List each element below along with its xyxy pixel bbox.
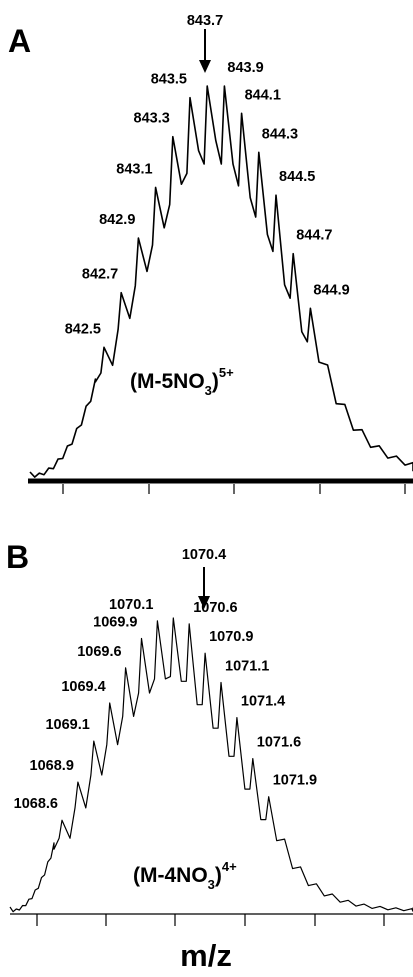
panel-b-marked-peak-label: 1070.4 <box>182 547 226 563</box>
panel-a: A 842.5 842.7 842.9 843.1 843.3 843.5 843.9 844… <box>8 13 413 494</box>
panel-b-peak-label: 1071.1 <box>225 659 269 675</box>
panel-a-spectrum-trace <box>29 85 413 478</box>
panel-b-axis-ticks <box>36 914 385 926</box>
panel-a-peak-label: 842.9 <box>99 212 135 228</box>
panel-a-peak-label: 843.1 <box>116 161 152 177</box>
panel-a-peak-label: 842.7 <box>82 267 118 283</box>
panel-b-peak-labels: 1068.6 1068.9 1069.1 1069.4 1069.6 1069.9 1070… <box>14 597 317 812</box>
panel-a-peak-label: 842.5 <box>65 321 101 337</box>
panel-a-peak-label: 843.3 <box>134 111 170 127</box>
panel-b-peak-label: 1068.6 <box>14 796 58 812</box>
panel-b-peak-label: 1070.1 <box>109 597 153 613</box>
panel-b-peak-label: 1071.9 <box>273 773 317 789</box>
panel-b: B 1068.61068.91069.11069.41069.61069.910… <box>6 539 413 973</box>
panel-b-peak-label: 1068.9 <box>30 758 74 774</box>
panel-a-peak-label: 844.5 <box>279 169 315 185</box>
panel-b-peak-label: 1070.6 <box>193 600 237 616</box>
panel-b-spectrum-trace <box>9 617 413 913</box>
panel-b-peak-label: 1069.6 <box>77 644 121 660</box>
panel-b-peak-label: 1069.9 <box>93 615 137 631</box>
panel-a-peak-label: 844.7 <box>296 228 332 244</box>
panel-a-peak-label: 843.5 <box>151 72 187 88</box>
x-axis-label: m/z <box>180 938 232 973</box>
panel-a-axis-ticks <box>62 484 406 494</box>
panel-b-peak-label: 1069.1 <box>45 717 89 733</box>
panel-b-peak-label: 1071.4 <box>241 694 285 710</box>
panel-a-peak-label: 844.1 <box>245 87 281 103</box>
panel-a-letter: A <box>8 23 31 59</box>
panel-a-peak-labels: 842.5 842.7 842.9 843.1 843.3 843.5 843.9 844.1… <box>65 60 350 337</box>
panel-a-peak-label: 843.9 <box>227 60 263 76</box>
panel-b-peak-label: 1070.9 <box>209 629 253 645</box>
panel-b-ion-label: (M-4NO3)4+ <box>133 859 237 892</box>
panel-b-marker-arrow <box>198 567 210 609</box>
panel-a-ion-label: (M-5NO3)5+ <box>130 365 234 398</box>
panel-b-peak-label: 1069.4 <box>61 679 105 695</box>
panel-a-peak-label: 844.3 <box>262 126 298 142</box>
panel-b-letter: B <box>6 539 29 575</box>
panel-b-peak-label: 1071.6 <box>257 735 301 751</box>
panel-a-marked-peak-label: 843.7 <box>187 13 223 29</box>
panel-a-peak-label: 844.9 <box>313 282 349 298</box>
panel-a-marker-arrow <box>199 29 211 73</box>
